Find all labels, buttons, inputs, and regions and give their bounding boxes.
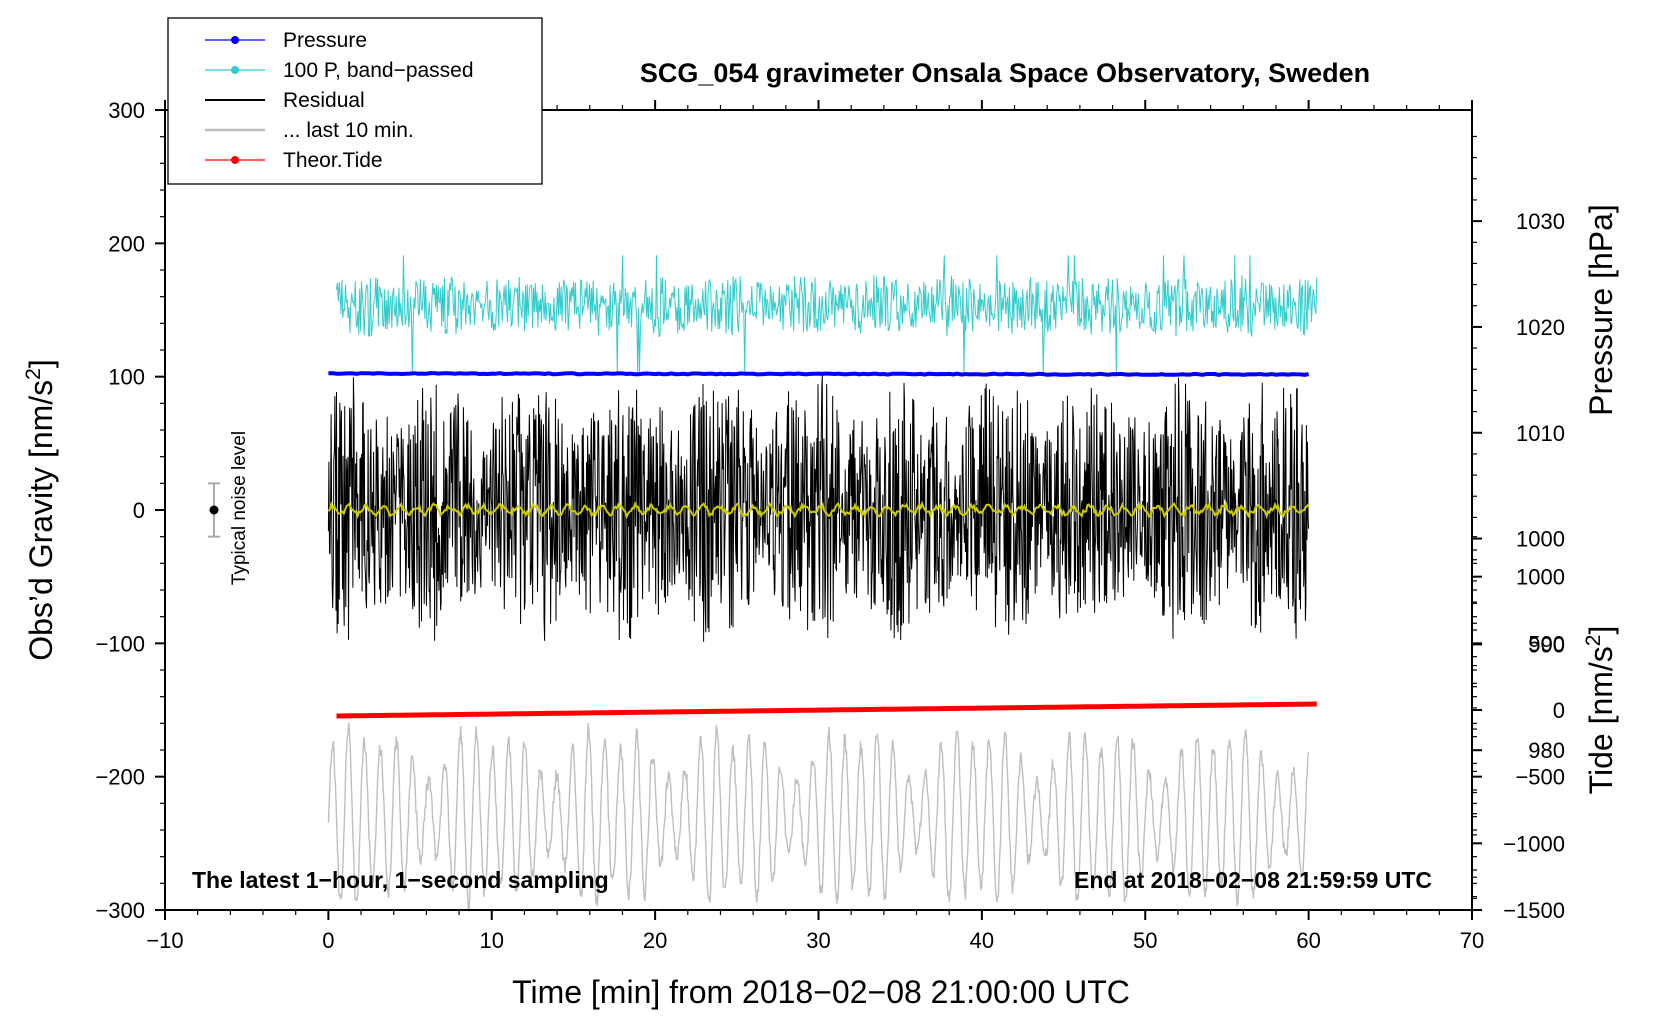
x-tick-label: 10 xyxy=(480,928,504,953)
x-axis-label: Time [min] from 2018−02−08 21:00:00 UTC xyxy=(512,974,1130,1010)
y-tick-label: −300 xyxy=(95,898,145,923)
legend-label: Theor.Tide xyxy=(283,149,383,172)
y-axis-label-left-sup: 2 xyxy=(22,368,45,380)
y-tick-label: 100 xyxy=(108,365,145,390)
legend-items: Pressure 100 P, band−passed Residual ... la… xyxy=(205,29,474,172)
x-tick-label: 70 xyxy=(1460,928,1484,953)
x-tick-label: 40 xyxy=(970,928,994,953)
x-tick-label: 20 xyxy=(643,928,667,953)
chart-title: SCG_054 gravimeter Onsala Space Observat… xyxy=(640,58,1370,88)
x-tick-label: 0 xyxy=(322,928,334,953)
pressure-tick-label: 1010 xyxy=(1516,421,1565,446)
x-tick-label: 60 xyxy=(1296,928,1320,953)
footnote-right: End at 2018−02−08 21:59:59 UTC xyxy=(1074,867,1432,893)
ticks-layer: −10 0 10 20 30 40 50 60 703002001000−100−200−300… xyxy=(95,98,1565,953)
y-axis-label-pressure: Pressure [hPa] xyxy=(1583,204,1619,416)
x-tick-label: 50 xyxy=(1133,928,1157,953)
y-axis-label-tide: Tide [nm/s2] xyxy=(1582,626,1619,795)
series-residual xyxy=(327,375,1310,642)
series-last-10-min xyxy=(327,722,1310,913)
noise-bar-label: Typical noise level xyxy=(229,431,250,585)
series-residual-smoothed xyxy=(327,500,1310,520)
series-pressure xyxy=(328,371,1309,378)
y-tick-label: 200 xyxy=(108,231,145,256)
series-band-passed xyxy=(336,255,1318,373)
x-tick-label: 30 xyxy=(806,928,830,953)
series-theoretical-tide xyxy=(336,701,1317,719)
legend: Pressure 100 P, band−passed Residual ... la… xyxy=(167,17,543,185)
legend-label: 100 P, band−passed xyxy=(283,59,474,82)
y-axis-label-tide-text: Tide [nm/s xyxy=(1583,646,1619,794)
tide-tick-label: −500 xyxy=(1515,765,1565,790)
footnote-left: The latest 1−hour, 1−second sampling xyxy=(192,867,609,893)
pressure-tick-label: 1020 xyxy=(1516,315,1565,340)
legend-swatch-marker xyxy=(231,66,239,74)
pressure-tick-label: 1030 xyxy=(1516,209,1565,234)
legend-item: Residual xyxy=(205,89,365,112)
pressure-tick-label: 990 xyxy=(1528,632,1565,657)
noise-bar-dot xyxy=(209,505,219,515)
y-tick-label: 0 xyxy=(133,498,145,523)
series-layer xyxy=(327,255,1318,913)
y-axis-label-left-text: Obs’d Gravity [nm/s xyxy=(23,380,59,661)
legend-label: Pressure xyxy=(283,29,367,52)
legend-label: ... last 10 min. xyxy=(283,119,414,142)
y-axis-label-left-close: ] xyxy=(23,359,59,368)
y-tick-label: 300 xyxy=(108,98,145,123)
y-axis-label-left: Obs’d Gravity [nm/s2] xyxy=(22,359,59,661)
legend-item: ... last 10 min. xyxy=(205,119,414,142)
legend-item: 100 P, band−passed xyxy=(205,59,474,82)
y-axis-label-tide-sup: 2 xyxy=(1582,635,1605,647)
y-tick-label: −100 xyxy=(95,631,145,656)
y-axis-label-tide-close: ] xyxy=(1583,626,1619,635)
legend-swatch-marker xyxy=(231,36,239,44)
noise-bar: Typical noise level xyxy=(208,431,250,585)
legend-label: Residual xyxy=(283,89,365,112)
tide-tick-label: −1500 xyxy=(1503,898,1565,923)
y-tick-label: −200 xyxy=(95,765,145,790)
legend-item: Theor.Tide xyxy=(205,149,383,172)
legend-swatch-marker xyxy=(231,156,239,164)
legend-item: Pressure xyxy=(205,29,367,52)
tide-tick-label: −1000 xyxy=(1503,831,1565,856)
tide-tick-label: 0 xyxy=(1553,698,1565,723)
pressure-tick-label: 1000 xyxy=(1516,527,1565,552)
tide-tick-label: 500 xyxy=(1528,631,1565,656)
pressure-tick-label: 980 xyxy=(1528,738,1565,763)
x-tick-label: −10 xyxy=(146,928,183,953)
tide-tick-label: 1000 xyxy=(1516,565,1565,590)
